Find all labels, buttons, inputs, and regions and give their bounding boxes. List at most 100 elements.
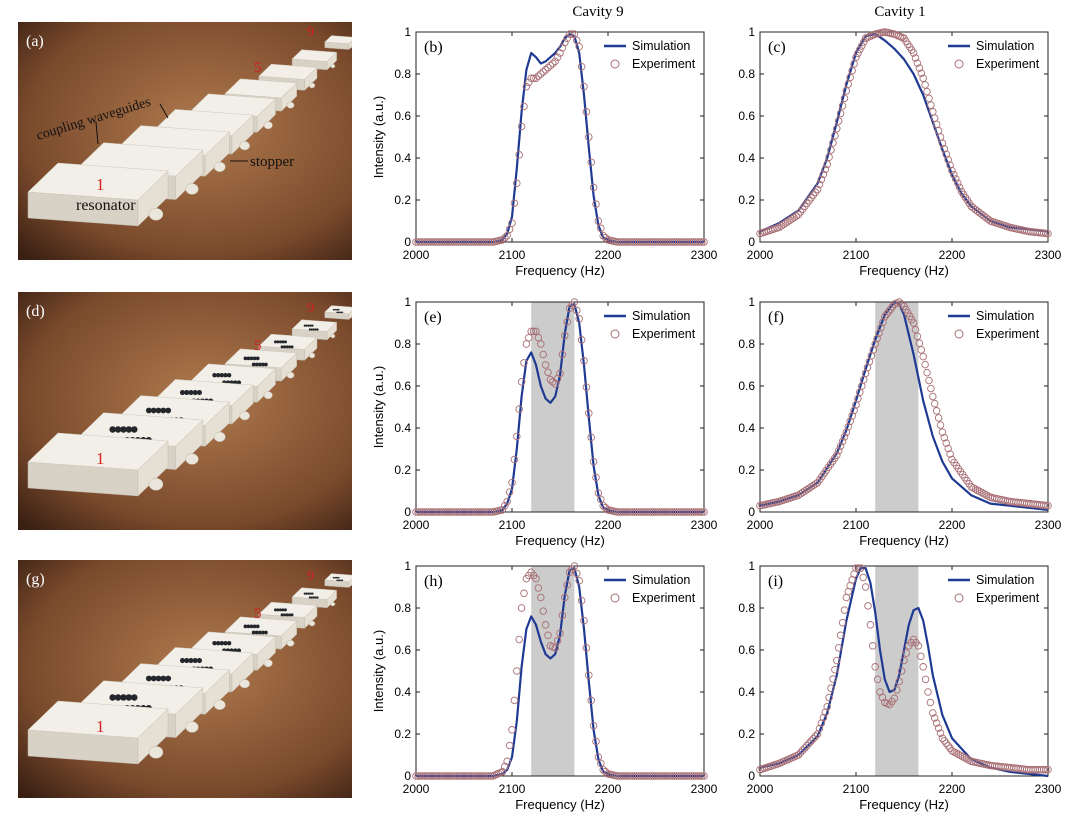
data-point-experiment bbox=[454, 772, 463, 780]
data-point-experiment bbox=[418, 772, 427, 780]
data-point-experiment bbox=[858, 382, 866, 390]
stopper-knob bbox=[351, 45, 352, 49]
data-point-experiment bbox=[986, 493, 995, 502]
data-point-experiment bbox=[764, 500, 773, 508]
plot-area bbox=[416, 32, 704, 242]
data-point-experiment bbox=[944, 444, 952, 453]
stopper-knob bbox=[263, 659, 273, 668]
data-point-experiment bbox=[825, 153, 833, 161]
data-point-experiment bbox=[840, 433, 849, 441]
data-point-experiment bbox=[779, 496, 788, 504]
data-point-experiment bbox=[606, 506, 614, 515]
stopper-knob bbox=[239, 141, 250, 151]
data-point-experiment bbox=[570, 562, 579, 570]
resonator-chain-photo: 159(a)coupling waveguidesstopperresonato… bbox=[18, 22, 352, 260]
data-point-experiment bbox=[766, 499, 775, 508]
data-point-experiment bbox=[894, 32, 902, 40]
data-point-experiment bbox=[577, 336, 586, 344]
data-point-experiment bbox=[803, 485, 811, 494]
data-point-experiment bbox=[498, 236, 507, 244]
data-point-experiment bbox=[628, 772, 637, 780]
data-point-experiment bbox=[967, 483, 975, 491]
data-point-experiment bbox=[913, 59, 922, 67]
data-point-experiment bbox=[840, 606, 849, 614]
data-point-experiment bbox=[444, 508, 452, 516]
data-point-experiment bbox=[658, 508, 666, 516]
data-point-experiment bbox=[532, 574, 540, 583]
data-point-experiment bbox=[639, 238, 647, 246]
data-point-experiment bbox=[1020, 499, 1029, 507]
data-point-experiment bbox=[879, 28, 887, 37]
mass-bead bbox=[212, 373, 217, 378]
stopper-knob bbox=[351, 315, 352, 319]
y-tick-label: 0.8 bbox=[394, 67, 411, 81]
data-point-experiment bbox=[522, 574, 531, 583]
data-point-experiment bbox=[422, 772, 431, 780]
data-point-experiment bbox=[505, 741, 514, 750]
data-point-experiment bbox=[1031, 500, 1039, 509]
data-point-experiment bbox=[674, 238, 683, 246]
data-point-experiment bbox=[689, 772, 698, 780]
data-point-experiment bbox=[608, 506, 616, 515]
data-point-experiment bbox=[971, 485, 980, 493]
data-point-experiment bbox=[563, 34, 571, 43]
data-point-experiment bbox=[959, 190, 968, 199]
data-point-experiment bbox=[830, 454, 839, 463]
data-point-experiment bbox=[848, 412, 856, 420]
data-point-experiment bbox=[1020, 765, 1029, 773]
data-point-experiment bbox=[865, 357, 874, 366]
legend-label-simulation: Simulation bbox=[632, 573, 690, 587]
data-point-experiment bbox=[476, 772, 484, 780]
mass-bead bbox=[145, 407, 152, 414]
y-tick-label: 0.6 bbox=[394, 379, 411, 393]
data-point-experiment bbox=[958, 470, 967, 479]
data-point-experiment bbox=[846, 581, 854, 590]
shaded-band bbox=[875, 566, 919, 776]
data-point-experiment bbox=[450, 238, 459, 246]
data-point-experiment bbox=[997, 220, 1005, 229]
data-point-experiment bbox=[599, 231, 607, 240]
mass-bead bbox=[264, 630, 268, 635]
data-point-experiment bbox=[779, 757, 788, 766]
data-point-experiment bbox=[869, 31, 878, 39]
data-point-experiment bbox=[577, 596, 586, 605]
data-point-experiment bbox=[597, 224, 605, 233]
data-point-experiment bbox=[929, 392, 937, 401]
data-point-experiment bbox=[414, 508, 422, 516]
data-point-experiment bbox=[698, 238, 706, 246]
y-tick-label: 0.6 bbox=[738, 643, 755, 657]
data-point-experiment bbox=[902, 305, 910, 314]
legend-label-simulation: Simulation bbox=[632, 309, 690, 323]
data-point-experiment bbox=[582, 644, 591, 652]
data-point-experiment bbox=[1031, 228, 1039, 236]
data-point-experiment bbox=[917, 69, 926, 77]
data-point-experiment bbox=[1025, 227, 1033, 236]
data-point-experiment bbox=[425, 772, 433, 780]
data-point-experiment bbox=[893, 299, 901, 307]
x-tick-label: 2200 bbox=[939, 518, 966, 532]
y-tick-label: 0.6 bbox=[738, 109, 755, 123]
mass-bead bbox=[336, 579, 338, 582]
data-point-experiment bbox=[986, 761, 995, 770]
panel-label: (g) bbox=[26, 571, 45, 588]
data-point-experiment bbox=[971, 205, 980, 214]
data-point-experiment bbox=[984, 492, 993, 500]
data-point-experiment bbox=[821, 708, 830, 716]
data-point-experiment bbox=[915, 64, 924, 72]
legend-swatch-experiment bbox=[954, 329, 964, 339]
data-point-experiment bbox=[988, 217, 997, 226]
panel-label: (d) bbox=[26, 303, 45, 320]
data-point-experiment bbox=[439, 508, 448, 516]
cavity-number-9: 9 bbox=[307, 301, 314, 316]
resonator-chain-photo: 1 5 9 (g) bbox=[18, 560, 352, 798]
data-point-experiment bbox=[573, 569, 581, 578]
mass-bead bbox=[145, 675, 152, 682]
data-point-experiment bbox=[950, 748, 958, 756]
data-point-experiment bbox=[871, 663, 879, 671]
y-tick-label: 0.2 bbox=[738, 463, 755, 477]
data-point-experiment bbox=[921, 360, 929, 369]
legend-swatch-experiment bbox=[610, 593, 620, 603]
mass-bead bbox=[288, 613, 292, 617]
series-line-simulation bbox=[759, 300, 1049, 511]
data-point-experiment bbox=[978, 488, 986, 497]
